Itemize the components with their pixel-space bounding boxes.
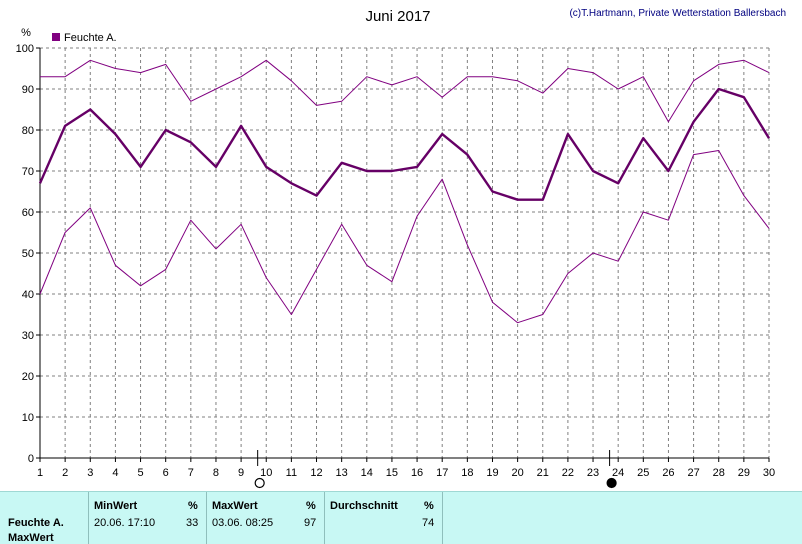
x-tick-label: 10 — [260, 467, 272, 479]
full-moon-icon — [254, 477, 265, 489]
max-value: 97 — [304, 517, 317, 529]
x-tick-label: 24 — [612, 467, 624, 479]
series-line-avg — [38, 87, 771, 201]
y-tick-label: 0 — [28, 453, 34, 465]
humidity-chart: Juni 2017 (c)T.Hartmann, Private Wetters… — [16, 8, 786, 489]
series-lines — [38, 59, 771, 324]
x-tick-label: 8 — [213, 467, 219, 479]
min-unit: % — [188, 500, 198, 512]
y-tick-label: 80 — [22, 125, 34, 137]
legend-label: Feuchte A. — [64, 32, 117, 44]
x-tick-label: 4 — [112, 467, 118, 479]
stats-avg-column: Durchschnitt % 74 — [324, 492, 443, 544]
y-tick-label: 70 — [22, 166, 34, 178]
series-line-max — [40, 59, 770, 123]
stats-row-sublabel: MaxWert — [8, 532, 54, 544]
x-tick-label: 14 — [361, 467, 373, 479]
new-moon-icon — [606, 477, 617, 489]
max-unit: % — [306, 500, 316, 512]
x-tick-label: 28 — [713, 467, 725, 479]
y-tick-label: 60 — [22, 207, 34, 219]
x-tick-label: 5 — [137, 467, 143, 479]
station-credit: (c)T.Hartmann, Private Wetterstation Bal… — [569, 8, 786, 19]
avg-header: Durchschnitt — [330, 500, 398, 512]
y-axis-unit: % — [21, 27, 31, 39]
min-header: MinWert — [94, 500, 138, 512]
stats-panel: Feuchte A. MaxWert MinWert % 20.06. 17:1… — [0, 491, 802, 544]
x-tick-label: 9 — [238, 467, 244, 479]
y-tick-label: 90 — [22, 84, 34, 96]
stats-label-column — [0, 492, 89, 544]
x-tick-label: 30 — [763, 467, 775, 479]
moon-phase-markers — [254, 450, 617, 489]
x-tick-label: 2 — [62, 467, 68, 479]
y-tick-label: 50 — [22, 248, 34, 260]
x-tick-label: 12 — [310, 467, 322, 479]
stats-row-label: Feuchte A. — [8, 517, 64, 529]
x-tick-label: 19 — [486, 467, 498, 479]
stats-max-column: MaxWert % 03.06. 08:25 97 — [206, 492, 325, 544]
min-value: 33 — [186, 517, 199, 529]
x-tick-label: 11 — [286, 467, 297, 479]
y-tick-label: 20 — [22, 371, 34, 383]
legend: Feuchte A. — [52, 32, 117, 44]
avg-value: 74 — [422, 517, 435, 529]
max-header: MaxWert — [212, 500, 258, 512]
min-datetime: 20.06. 17:10 — [94, 517, 156, 529]
x-tick-label: 27 — [687, 467, 699, 479]
avg-unit: % — [424, 500, 434, 512]
x-tick-label: 25 — [637, 467, 649, 479]
x-tick-label: 21 — [537, 467, 549, 479]
x-tick-label: 13 — [336, 467, 348, 479]
chart-title: Juni 2017 — [365, 8, 430, 25]
x-tick-label: 18 — [461, 467, 473, 479]
y-tick-label: 100 — [16, 43, 34, 55]
y-tick-label: 30 — [22, 330, 34, 342]
x-tick-label: 26 — [662, 467, 674, 479]
x-tick-label: 22 — [562, 467, 574, 479]
grid — [40, 47, 770, 458]
x-tick-label: 7 — [188, 467, 194, 479]
x-tick-label: 15 — [386, 467, 398, 479]
y-tick-labels: 0 10 20 30 40 50 60 70 80 90 100 — [16, 43, 40, 465]
x-tick-label: 17 — [436, 467, 448, 479]
x-tick-label: 23 — [587, 467, 599, 479]
x-tick-label: 16 — [411, 467, 423, 479]
stats-min-column: MinWert % 20.06. 17:10 33 — [88, 492, 207, 544]
x-tick-label: 20 — [511, 467, 523, 479]
x-tick-label: 3 — [87, 467, 93, 479]
legend-swatch — [52, 33, 60, 41]
x-tick-label: 1 — [37, 467, 43, 479]
x-tick-label: 6 — [163, 467, 169, 479]
series-line-min — [39, 150, 770, 324]
x-tick-label: 29 — [738, 467, 750, 479]
max-datetime: 03.06. 08:25 — [212, 517, 274, 529]
x-tick-labels: 1 2 3 4 5 6 7 8 9 10 11 12 13 14 15 16 17 18 19 20 21 22 23 24 2… — [37, 458, 775, 479]
y-tick-label: 40 — [22, 289, 34, 301]
y-tick-label: 10 — [22, 412, 34, 424]
